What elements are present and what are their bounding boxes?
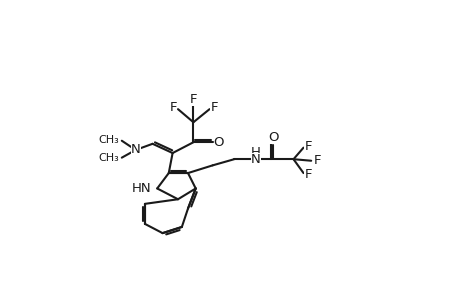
Text: CH₃: CH₃ xyxy=(98,153,118,164)
Text: F: F xyxy=(189,93,197,106)
Text: F: F xyxy=(304,168,311,181)
Text: O: O xyxy=(213,136,224,149)
Text: CH₃: CH₃ xyxy=(98,135,118,145)
Text: F: F xyxy=(169,101,177,114)
Text: H: H xyxy=(250,146,260,159)
Text: F: F xyxy=(313,154,320,167)
Text: N: N xyxy=(130,143,140,157)
Text: F: F xyxy=(304,140,311,153)
Text: F: F xyxy=(210,101,218,114)
Text: O: O xyxy=(268,131,278,144)
Text: N: N xyxy=(250,153,260,166)
Text: HN: HN xyxy=(131,182,151,195)
